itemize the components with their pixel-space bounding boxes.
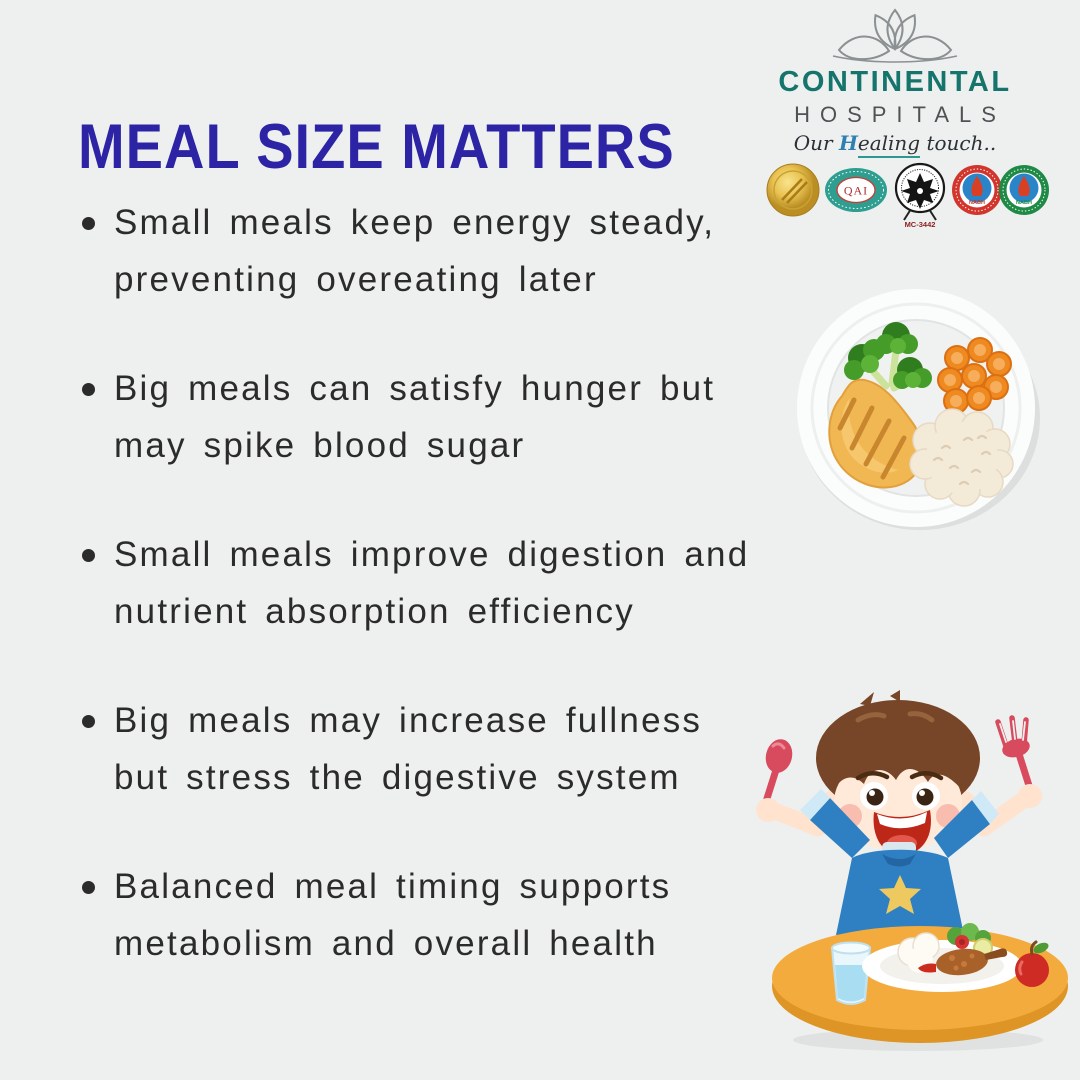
broccoli-icon <box>844 322 932 392</box>
svg-text:NABH: NABH <box>1016 200 1032 206</box>
bullet-line: Big meals can satisfy hunger but <box>114 369 716 408</box>
list-item: Big meals may increase fullness but stres… <box>82 692 812 806</box>
bullet-line: nutrient absorption efficiency <box>114 592 635 631</box>
bullet-list: Small meals keep energy steady, preventin… <box>82 194 812 1024</box>
list-item: Big meals can satisfy hunger but may spik… <box>82 360 812 474</box>
boy-right-hand <box>1018 784 1042 808</box>
boy-eating-illustration <box>756 690 1068 1051</box>
page-title: MEAL SIZE MATTERS <box>78 110 675 182</box>
list-item: Small meals keep energy steady, preventin… <box>82 194 812 308</box>
star-icon <box>879 875 921 914</box>
boy-shirt <box>800 789 999 935</box>
list-item: Small meals improve digestion and nutrien… <box>82 526 812 640</box>
boy-left-hand <box>756 798 780 822</box>
logo-sub-text: HOSPITALS <box>794 102 1006 127</box>
bullet-line: preventing overeating later <box>114 260 598 299</box>
boy-arms <box>763 789 1035 837</box>
bullet-line: Small meals improve digestion and <box>114 535 750 574</box>
bullet-line: metabolism and overall health <box>114 924 658 963</box>
hospital-logo: CONTINENTAL HOSPITALS Our Healing touch.… <box>762 6 1028 158</box>
bullet-dot <box>82 549 95 562</box>
bullet-line: may spike blood sugar <box>114 426 526 465</box>
bullet-line: Big meals may increase fullness <box>114 701 703 740</box>
healthy-plate-illustration <box>797 289 1040 530</box>
bullet-line: Small meals keep energy steady, <box>114 203 716 242</box>
bullet-dot <box>82 715 95 728</box>
rice-icon <box>909 408 1014 507</box>
boy-head <box>816 690 980 855</box>
list-item: Balanced meal timing supports metabolism … <box>82 858 812 972</box>
logo-tagline: Our Healing touch.. <box>762 131 1028 158</box>
water-glass-icon <box>830 941 872 1005</box>
qai-badge-icon: QAI <box>825 168 887 212</box>
bullet-dot <box>82 217 95 230</box>
bullet-dot <box>82 383 95 396</box>
accreditation-badges: QAI MC-3442 NABH NABH <box>766 162 1049 229</box>
nabh-green-badge-icon: NABH <box>999 165 1049 215</box>
svg-text:MC-3442: MC-3442 <box>905 220 936 229</box>
apple-icon <box>1015 940 1049 987</box>
bullet-line: but stress the digestive system <box>114 758 681 797</box>
logo-brand-text: CONTINENTAL <box>778 66 1012 98</box>
fried-chicken-icon <box>918 948 1008 976</box>
grilled-chicken-icon <box>828 378 924 489</box>
meal-plate-icon <box>862 923 1022 992</box>
gold-seal-icon <box>766 163 820 217</box>
bullet-dot <box>82 881 95 894</box>
star-seal-icon: MC-3442 <box>894 162 946 229</box>
fork-icon <box>995 715 1035 796</box>
carrot-slices-icon <box>937 337 1012 414</box>
nabh-red-badge-icon: NABH <box>952 165 1002 215</box>
lotus-icon <box>832 8 958 63</box>
svg-text:QAI: QAI <box>844 184 868 198</box>
svg-text:NABH: NABH <box>969 200 985 206</box>
bullet-line: Balanced meal timing supports <box>114 867 672 906</box>
